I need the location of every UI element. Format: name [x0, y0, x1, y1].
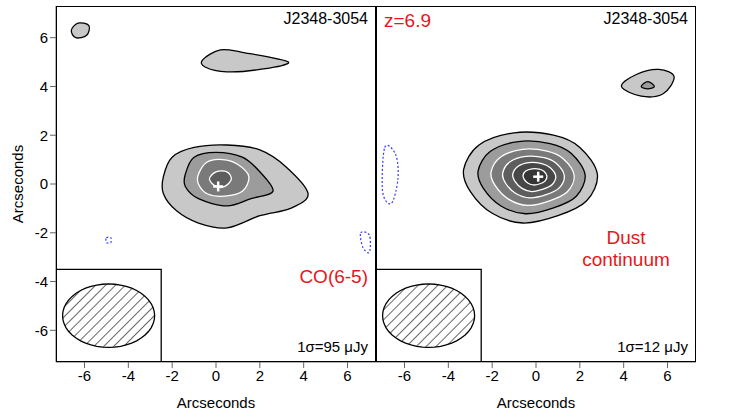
svg-text:-6: -6 — [398, 367, 411, 384]
html-text:1σ=95 μJy: 1σ=95 μJy — [297, 338, 368, 355]
svg-text:-2: -2 — [35, 224, 48, 241]
html-text:J2348-3054: J2348-3054 — [283, 10, 368, 27]
svg-text:2: 2 — [40, 127, 48, 144]
svg-text:0: 0 — [212, 367, 220, 384]
svg-text:4: 4 — [40, 78, 48, 95]
svg-text:-4: -4 — [122, 367, 135, 384]
html-text:Arcseconds: Arcseconds — [9, 144, 26, 224]
svg-text:6: 6 — [343, 367, 351, 384]
svg-text:6: 6 — [663, 367, 671, 384]
html-text:J2348-3054: J2348-3054 — [603, 10, 688, 27]
html-text:z=6.9: z=6.9 — [384, 10, 431, 31]
svg-text:-4: -4 — [35, 273, 48, 290]
svg-text:-6: -6 — [35, 322, 48, 339]
html-text:Dust continuum: Dust continuum — [582, 226, 670, 270]
svg-text:4: 4 — [299, 367, 307, 384]
html-text:CO(6-5): CO(6-5) — [299, 265, 368, 287]
svg-text:-6: -6 — [78, 367, 91, 384]
svg-text:-2: -2 — [485, 367, 498, 384]
svg-text:2: 2 — [576, 367, 584, 384]
svg-text:0: 0 — [532, 367, 540, 384]
svg-text:-2: -2 — [165, 367, 178, 384]
svg-text:0: 0 — [40, 175, 48, 192]
svg-text:-4: -4 — [442, 367, 455, 384]
html-text:1σ=12 μJy: 1σ=12 μJy — [617, 338, 688, 355]
svg-text:4: 4 — [619, 367, 627, 384]
svg-text:2: 2 — [256, 367, 264, 384]
svg-text:Arcseconds: Arcseconds — [177, 394, 255, 410]
svg-text:Arcseconds: Arcseconds — [497, 394, 575, 410]
svg-text:6: 6 — [40, 29, 48, 46]
